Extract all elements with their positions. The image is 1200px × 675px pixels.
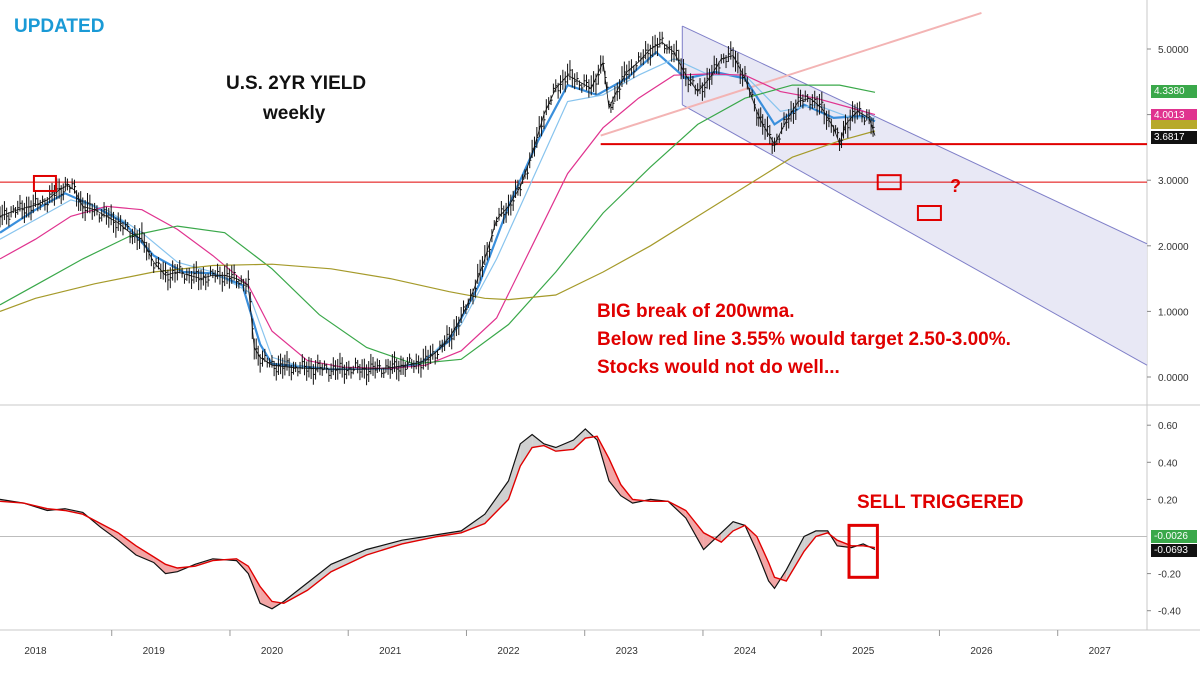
last-value-badge-green: 4.3380 <box>1151 85 1197 98</box>
peak-highlight-box <box>32 174 57 192</box>
target-box-2-50 <box>916 205 942 221</box>
macd-histogram-fill <box>100 523 119 541</box>
macd-tick-label: 0.40 <box>1158 458 1178 469</box>
channel-lower-line <box>682 104 1148 366</box>
sell-triggered-label: SELL TRIGGERED <box>857 492 1024 513</box>
note-line-1: BIG break of 200wma. <box>597 301 795 322</box>
last-value-badge-olive <box>1151 120 1197 129</box>
macd-tick-label: 0.60 <box>1158 421 1178 432</box>
updated-label: UPDATED <box>14 16 105 37</box>
question-mark-label: ? <box>950 176 961 196</box>
macd-badge-black: -0.0693 <box>1151 544 1197 557</box>
price-tick-label: 3.0000 <box>1158 176 1189 187</box>
macd-histogram-fill <box>756 536 769 581</box>
date-tick-label: 2019 <box>143 646 166 657</box>
macd-histogram-fill <box>703 532 722 550</box>
ma_green-line <box>0 84 876 365</box>
macd-histogram-fill <box>532 434 544 448</box>
macd-histogram-fill <box>165 564 178 574</box>
macd-histogram-fill <box>118 532 136 555</box>
macd-histogram-fill <box>260 586 272 609</box>
macd-tick-label: -0.40 <box>1158 607 1181 618</box>
ma_olive-line <box>0 130 876 312</box>
macd-histogram-fill <box>774 569 787 589</box>
macd-histogram-fill <box>786 536 805 581</box>
date-tick-label: 2023 <box>616 646 639 657</box>
macd-histogram-fill <box>153 556 166 574</box>
date-tick-label: 2022 <box>497 646 520 657</box>
price-line <box>0 41 876 370</box>
channel-upper-line <box>682 25 1148 245</box>
date-tick-label: 2020 <box>261 646 284 657</box>
date-tick-label: 2024 <box>734 646 757 657</box>
date-tick-label: 2018 <box>24 646 47 657</box>
macd-histogram-fill <box>307 564 332 591</box>
date-tick-label: 2021 <box>379 646 402 657</box>
price-tick-label: 1.0000 <box>1158 307 1189 318</box>
ma_pink-line <box>0 73 876 370</box>
last-value-badge-price: 3.6817 <box>1151 131 1197 144</box>
macd-histogram-fill <box>733 521 745 531</box>
macd-histogram-fill <box>331 549 367 572</box>
macd-histogram-fill <box>721 521 734 543</box>
price-tick-label: 5.0000 <box>1158 45 1189 56</box>
sell-trigger-box <box>847 523 879 579</box>
macd-histogram-fill <box>248 566 261 604</box>
macd-histogram-fill <box>366 540 402 555</box>
date-tick-label: 2027 <box>1089 646 1112 657</box>
macd-tick-label: 0.20 <box>1158 495 1178 506</box>
macd-line <box>0 428 876 610</box>
analysis-note: BIG break of 200wma. Below red line 3.55… <box>597 298 1011 382</box>
last-value-badge-pink: 4.0013 <box>1151 109 1197 122</box>
chart-title: U.S. 2YR YIELD <box>226 73 367 94</box>
macd-histogram-fill <box>484 480 509 524</box>
descending-channel-fill <box>682 26 1147 366</box>
target-box-3-00 <box>876 174 902 191</box>
macd-histogram-fill <box>508 443 521 500</box>
price-tick-label: 2.0000 <box>1158 242 1189 253</box>
note-line-3: Stocks would not do well... <box>597 357 840 378</box>
date-tick-label: 2026 <box>970 646 993 657</box>
macd-histogram-fill <box>609 458 621 496</box>
macd-histogram-fill <box>136 545 154 563</box>
signal-line <box>0 435 876 605</box>
macd-histogram-fill <box>520 434 533 466</box>
macd-histogram-fill <box>573 428 586 450</box>
chart-subtitle: weekly <box>263 103 326 124</box>
macd-histogram-fill <box>804 530 816 552</box>
macd-tick-label: -0.20 <box>1158 570 1181 581</box>
date-tick-label: 2025 <box>852 646 875 657</box>
rising-trendline <box>600 11 982 137</box>
macd-histogram-fill <box>555 440 574 452</box>
note-line-2: Below red line 3.55% would target 2.50-3… <box>597 329 1011 350</box>
macd-badge-green: -0.0026 <box>1151 530 1197 543</box>
macd-histogram-fill <box>685 510 704 550</box>
price-tick-label: 0.0000 <box>1158 373 1189 384</box>
